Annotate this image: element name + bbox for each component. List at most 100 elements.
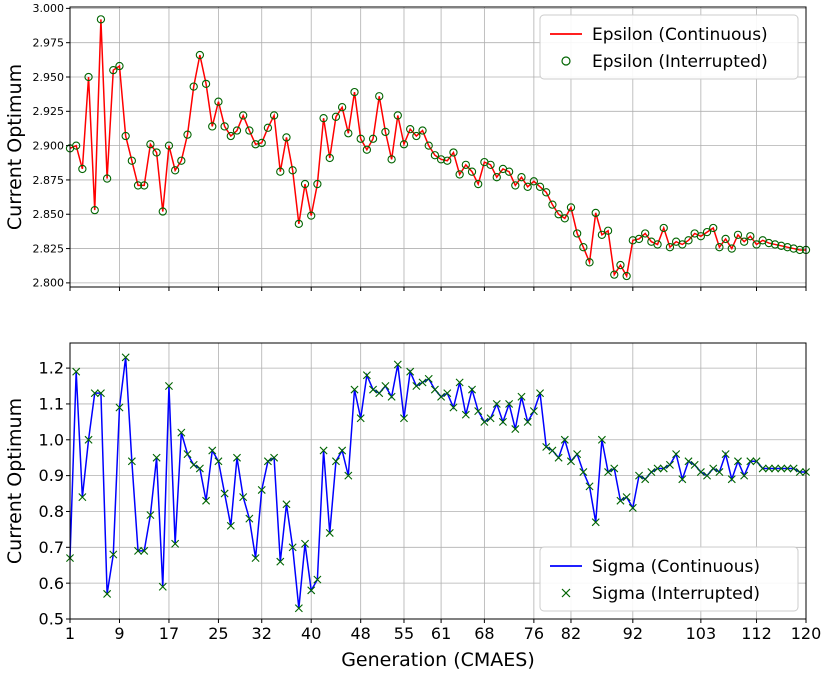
data-point — [641, 475, 650, 484]
data-point — [257, 485, 266, 494]
chart-panel-1: 2.800 2.825 2.850 2.875 2.900 2.925 2.950 2.975… — [4, 2, 811, 291]
y-axis-label: Current Optimum — [4, 64, 26, 230]
data-point — [189, 82, 198, 91]
data-point-stroke — [313, 575, 322, 584]
data-point-stroke — [263, 457, 272, 466]
data-point — [177, 156, 186, 165]
data-point-stroke — [665, 460, 674, 469]
data-point — [437, 392, 446, 401]
y-tick-label: 0.5 — [39, 610, 64, 629]
data-point — [158, 207, 167, 216]
data-point — [622, 271, 631, 281]
x-tick-label: 120 — [791, 624, 822, 643]
data-point-stroke — [208, 446, 217, 455]
y-tick-label: 0.6 — [39, 574, 64, 593]
data-point — [226, 521, 235, 530]
data-point — [337, 103, 347, 112]
data-point — [560, 214, 569, 223]
data-point-stroke — [220, 489, 229, 498]
data-point — [727, 475, 736, 484]
data-point — [288, 543, 297, 552]
data-point — [263, 123, 273, 132]
x-axis-label: Generation (CMAES) — [341, 649, 535, 671]
data-point — [622, 493, 631, 502]
data-point-stroke — [529, 407, 538, 416]
data-point — [740, 471, 749, 480]
data-point — [140, 181, 149, 190]
data-point-stroke — [498, 417, 507, 426]
data-point-stroke — [678, 475, 687, 484]
data-point — [715, 243, 724, 252]
data-point — [573, 450, 582, 459]
data-point-stroke — [356, 414, 365, 423]
data-point — [183, 130, 192, 139]
data-point-stroke — [325, 528, 334, 537]
data-point — [288, 166, 297, 175]
data-point-stroke — [746, 457, 755, 466]
y-tick-label: 1.1 — [39, 395, 64, 414]
data-point-stroke — [393, 360, 402, 369]
data-point — [690, 460, 699, 469]
data-point-stroke — [270, 453, 279, 462]
x-tick-label: 17 — [159, 624, 179, 643]
data-point-stroke — [616, 496, 625, 505]
data-point — [486, 160, 495, 169]
data-point — [344, 471, 353, 480]
data-point — [789, 464, 798, 473]
data-point-stroke — [134, 546, 143, 555]
data-point — [492, 173, 501, 182]
data-point — [399, 140, 409, 149]
data-point-stroke — [455, 378, 464, 387]
data-point — [72, 141, 81, 150]
data-point — [84, 72, 93, 82]
data-point — [579, 468, 588, 477]
data-point — [554, 210, 563, 219]
y-axis-label: Current Optimum — [4, 398, 26, 564]
data-point-stroke — [647, 468, 656, 477]
data-point-stroke — [752, 457, 761, 466]
data-point — [604, 468, 613, 477]
data-point-stroke — [140, 546, 149, 555]
data-point — [702, 227, 712, 237]
data-point — [468, 385, 477, 394]
data-point — [257, 138, 266, 148]
data-point — [523, 182, 532, 191]
data-point-stroke — [115, 403, 124, 412]
data-point-stroke — [294, 604, 303, 613]
data-point — [387, 392, 396, 401]
data-point — [331, 112, 341, 121]
data-point-stroke — [659, 464, 668, 473]
data-point-stroke — [771, 464, 780, 473]
data-point-stroke — [189, 460, 198, 469]
data-point-stroke — [245, 514, 254, 523]
data-point-stroke — [226, 521, 235, 530]
data-point — [727, 244, 736, 253]
legend: Epsilon (Continuous) Epsilon (Interrupted… — [539, 14, 799, 80]
data-point-stroke — [758, 464, 767, 473]
data-point — [634, 234, 644, 244]
data-point-stroke — [288, 543, 297, 552]
data-point-stroke — [412, 382, 421, 391]
data-point-stroke — [331, 457, 340, 466]
data-point-stroke — [474, 407, 483, 416]
data-point-stroke — [789, 464, 798, 473]
data-point — [152, 148, 161, 157]
data-point — [208, 446, 217, 455]
data-point — [709, 223, 718, 233]
data-point — [72, 367, 81, 376]
data-point — [566, 457, 575, 466]
data-point — [770, 240, 780, 249]
data-point — [307, 586, 316, 595]
data-point — [641, 229, 650, 238]
data-point — [783, 243, 792, 252]
data-point-stroke — [78, 493, 87, 502]
data-point — [511, 425, 520, 434]
data-point-stroke — [690, 460, 699, 469]
data-point — [313, 179, 322, 189]
data-point — [523, 417, 532, 426]
data-point — [616, 496, 625, 505]
data-point — [517, 392, 526, 401]
data-point — [301, 539, 310, 548]
data-point-stroke — [146, 511, 155, 520]
data-point — [164, 382, 173, 391]
